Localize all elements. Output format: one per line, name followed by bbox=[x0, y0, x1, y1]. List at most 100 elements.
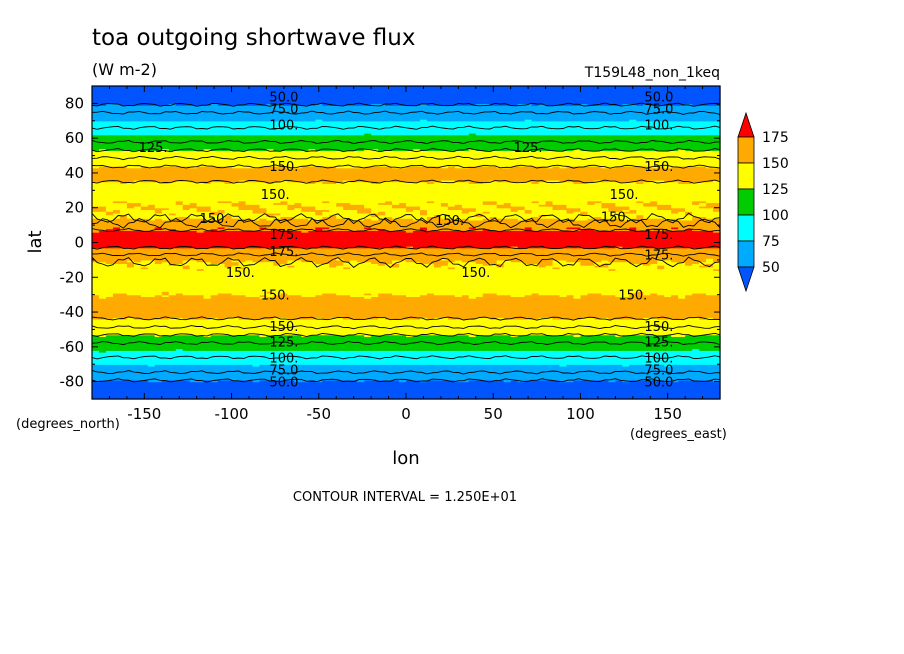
field-cell bbox=[357, 355, 365, 358]
field-cell bbox=[182, 395, 191, 398]
field-cell bbox=[385, 365, 393, 369]
field-cell bbox=[503, 392, 512, 395]
field-cell bbox=[357, 359, 365, 362]
field-cell bbox=[273, 385, 281, 388]
field-cell bbox=[650, 388, 658, 391]
field-cell bbox=[594, 352, 602, 355]
field-cell bbox=[147, 352, 156, 355]
field-cell bbox=[287, 383, 295, 386]
field-cell bbox=[475, 350, 484, 353]
field-cell bbox=[406, 367, 414, 371]
field-cell bbox=[461, 364, 470, 367]
field-cell bbox=[566, 365, 575, 369]
field-cell bbox=[238, 367, 247, 371]
field-cell bbox=[287, 371, 295, 374]
field-cell bbox=[713, 350, 721, 353]
field-cell bbox=[692, 395, 700, 398]
field-cell bbox=[196, 365, 205, 369]
field-cell bbox=[594, 372, 602, 376]
field-cell bbox=[98, 353, 107, 357]
field-cell bbox=[629, 365, 637, 369]
field-cell bbox=[140, 367, 149, 371]
field-cell bbox=[531, 362, 540, 365]
field-cell bbox=[336, 350, 344, 353]
field-cell bbox=[322, 355, 330, 358]
field-cell bbox=[119, 378, 128, 381]
field-cell bbox=[371, 378, 379, 381]
field-cell bbox=[273, 393, 281, 397]
field-cell bbox=[280, 348, 288, 351]
field-cell bbox=[643, 357, 651, 360]
field-cell bbox=[643, 374, 651, 377]
field-cell bbox=[503, 359, 512, 362]
field-cell bbox=[594, 353, 602, 357]
field-cell bbox=[510, 352, 519, 355]
field-cell bbox=[566, 374, 575, 377]
field-cell bbox=[392, 376, 400, 379]
field-cell bbox=[552, 359, 561, 362]
field-cell bbox=[161, 348, 170, 351]
field-cell bbox=[329, 369, 337, 372]
field-cell bbox=[92, 371, 100, 374]
field-cell bbox=[266, 388, 275, 391]
field-cell bbox=[105, 379, 114, 383]
field-cell bbox=[559, 374, 568, 377]
field-cell bbox=[238, 374, 247, 377]
field-cell bbox=[112, 392, 121, 395]
field-cell bbox=[259, 386, 268, 390]
field-cell bbox=[245, 364, 254, 367]
field-cell bbox=[133, 367, 142, 371]
field-cell bbox=[217, 392, 226, 395]
field-cell bbox=[671, 376, 679, 379]
field-cell bbox=[629, 378, 637, 381]
field-cell bbox=[399, 374, 407, 377]
field-cell bbox=[482, 385, 491, 388]
field-cell bbox=[545, 374, 554, 377]
field-cell bbox=[154, 369, 163, 372]
field-cell bbox=[468, 369, 477, 372]
field-cell bbox=[461, 362, 470, 365]
field-cell bbox=[447, 392, 456, 395]
field-cell bbox=[224, 386, 233, 390]
field-cell bbox=[245, 388, 254, 391]
field-cell bbox=[224, 362, 233, 365]
field-cell bbox=[475, 386, 484, 390]
field-cell bbox=[119, 374, 128, 377]
field-cell bbox=[545, 359, 554, 362]
field-cell bbox=[447, 390, 456, 393]
field-cell bbox=[224, 357, 233, 360]
field-cell bbox=[224, 352, 233, 355]
field-cell bbox=[217, 376, 226, 379]
field-cell bbox=[259, 350, 268, 353]
field-cell bbox=[608, 381, 616, 384]
field-cell bbox=[412, 372, 421, 376]
field-cell bbox=[594, 388, 602, 391]
field-cell bbox=[224, 374, 233, 377]
field-cell bbox=[329, 393, 337, 397]
field-cell bbox=[433, 374, 442, 377]
field-cell bbox=[503, 365, 512, 369]
field-cell bbox=[329, 352, 337, 355]
field-cell bbox=[189, 365, 198, 369]
field-cell bbox=[517, 372, 526, 376]
field-cell bbox=[517, 395, 526, 398]
field-cell bbox=[224, 393, 233, 397]
field-cell bbox=[224, 392, 233, 395]
field-cell bbox=[126, 374, 135, 377]
field-cell bbox=[231, 383, 240, 386]
field-cell bbox=[664, 390, 672, 393]
field-cell bbox=[308, 364, 316, 367]
field-cell bbox=[329, 364, 337, 367]
field-cell bbox=[357, 386, 365, 390]
field-cell bbox=[126, 388, 135, 391]
field-cell bbox=[308, 378, 316, 381]
field-cell bbox=[587, 350, 595, 353]
field-cell bbox=[399, 381, 407, 384]
field-cell bbox=[92, 364, 100, 367]
field-cell bbox=[210, 393, 219, 397]
field-cell bbox=[580, 357, 589, 360]
field-cell bbox=[357, 388, 365, 391]
field-cell bbox=[119, 392, 128, 395]
field-cell bbox=[371, 379, 379, 383]
field-cell bbox=[615, 360, 623, 364]
